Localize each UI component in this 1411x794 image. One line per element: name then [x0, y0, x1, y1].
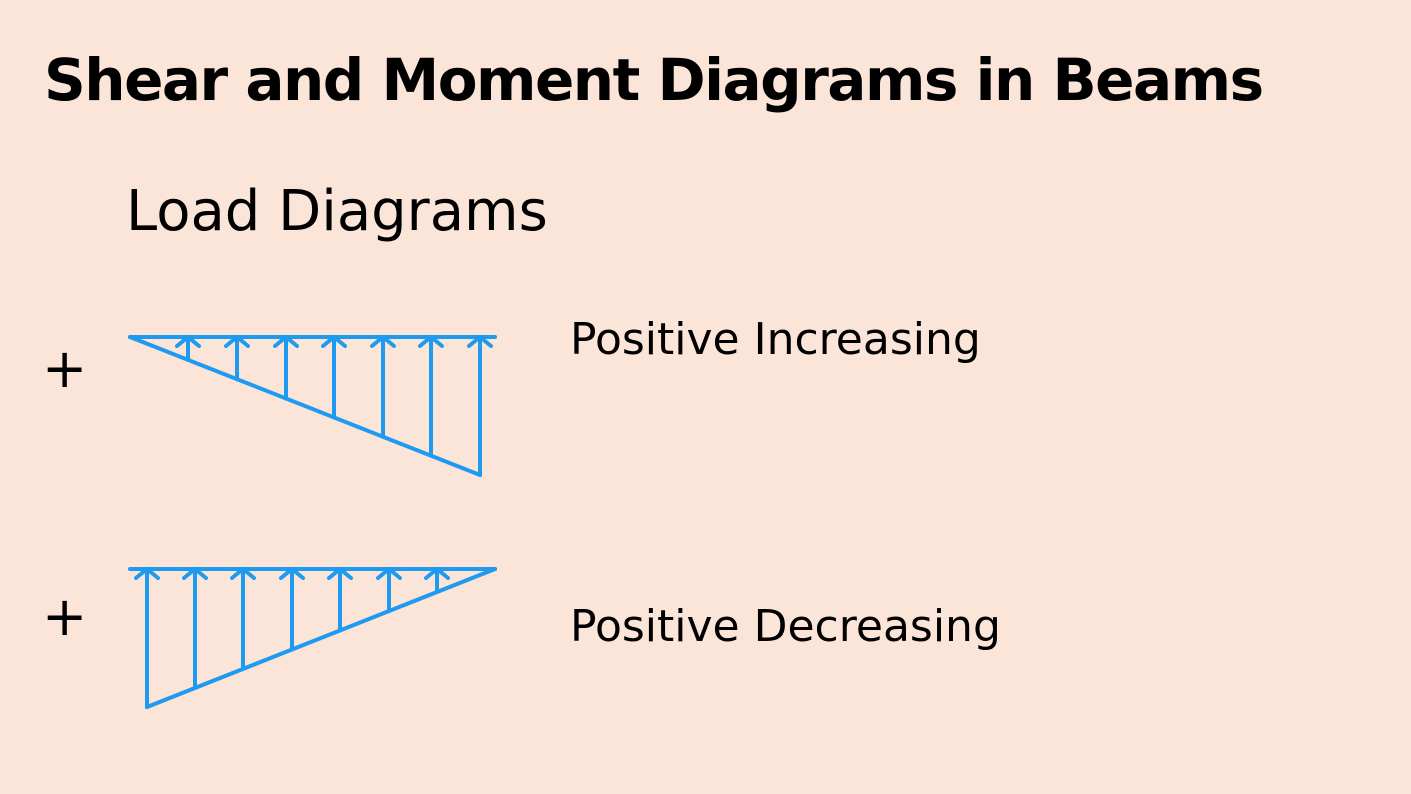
decreasing-arrow-head — [327, 567, 353, 580]
decreasing-arrow-head — [182, 567, 208, 580]
increasing-arrow-head — [418, 335, 444, 348]
decreasing-arrow-head — [279, 567, 305, 580]
increasing-arrow-head — [321, 335, 347, 348]
increasing-arrow-3 — [273, 335, 299, 401]
increasing-arrow-7 — [467, 335, 493, 477]
decreasing-arrow-5 — [327, 567, 353, 633]
decreasing-arrow-2 — [182, 567, 208, 690]
decreasing-arrow-6 — [376, 567, 402, 614]
increasing-arrow-4 — [321, 335, 347, 420]
decreasing-arrow-7 — [424, 567, 450, 594]
decreasing-arrow-head — [376, 567, 402, 580]
slide-title: Shear and Moment Diagrams in Beams — [44, 46, 1264, 114]
increasing-label: Positive Increasing — [570, 314, 981, 365]
increasing-arrow-head — [224, 335, 250, 348]
decreasing-arrow-4 — [279, 567, 305, 652]
decreasing-arrow-head — [134, 567, 160, 580]
slide-subtitle: Load Diagrams — [126, 179, 548, 244]
decreasing-load-diagram — [128, 567, 497, 709]
decreasing-sign: + — [42, 585, 88, 648]
increasing-arrow-head — [370, 335, 396, 348]
increasing-arrow-6 — [418, 335, 444, 458]
increasing-load-diagram — [128, 335, 497, 477]
increasing-arrow-head — [175, 335, 201, 348]
decreasing-arrow-3 — [230, 567, 256, 671]
decreasing-load-slope-edge — [145, 567, 497, 709]
increasing-sign: + — [42, 337, 88, 400]
increasing-load-slope-edge — [128, 335, 482, 477]
increasing-load-arrows — [175, 335, 493, 477]
increasing-arrow-2 — [224, 335, 250, 382]
increasing-arrow-head — [273, 335, 299, 348]
increasing-arrow-head — [467, 335, 493, 348]
decreasing-arrow-head — [424, 567, 450, 580]
decreasing-arrow-1 — [134, 567, 160, 709]
increasing-arrow-1 — [175, 335, 201, 362]
decreasing-arrow-head — [230, 567, 256, 580]
decreasing-load-arrows — [134, 567, 450, 709]
decreasing-label: Positive Decreasing — [570, 601, 1001, 652]
increasing-arrow-5 — [370, 335, 396, 439]
